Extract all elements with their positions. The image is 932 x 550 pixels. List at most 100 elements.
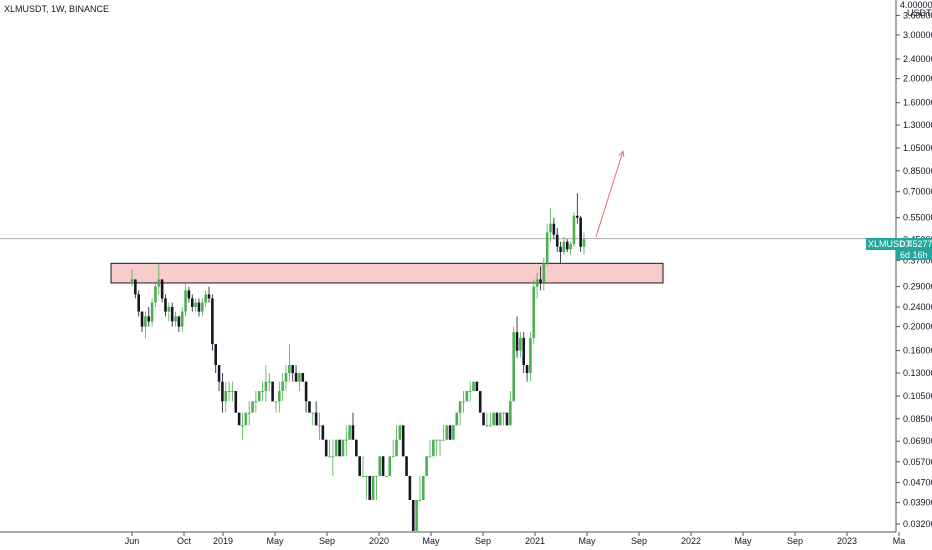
candle-body <box>180 311 184 327</box>
candle-body <box>472 381 475 392</box>
candle-body <box>234 391 238 413</box>
candle-body <box>579 217 582 247</box>
candle <box>244 412 248 426</box>
candle-body <box>174 316 177 322</box>
candle <box>498 412 502 426</box>
candle <box>140 311 144 333</box>
candle-body <box>204 294 207 303</box>
candle <box>167 302 171 322</box>
candle-body <box>559 246 562 252</box>
candle <box>535 272 539 299</box>
candle-body <box>288 365 291 374</box>
time-tick-label: Jun <box>125 536 140 546</box>
candle <box>522 332 526 374</box>
candle-body <box>532 286 536 338</box>
candle <box>328 439 331 458</box>
price-axis[interactable]: 3.60000 3.00000 2.40000 2.00000 1.60000 1.300… <box>896 10 932 529</box>
candle <box>251 401 254 413</box>
candle <box>324 439 328 457</box>
candle-body <box>381 456 385 476</box>
candle <box>241 412 244 440</box>
candle-body <box>478 391 482 413</box>
candle <box>515 316 519 358</box>
candle <box>194 298 197 312</box>
candle <box>311 412 315 426</box>
candle <box>411 499 415 531</box>
candle-body <box>432 439 435 457</box>
candle-body <box>398 425 402 440</box>
candle-body <box>492 412 495 426</box>
time-tick-label: Sep <box>319 536 335 546</box>
candle <box>174 311 177 327</box>
time-tick-label: Sep <box>475 536 491 546</box>
candle-body <box>144 316 147 327</box>
candle <box>455 412 459 426</box>
candle <box>197 298 201 317</box>
candle-body <box>371 475 375 500</box>
candle-body <box>284 373 288 382</box>
candle-body <box>391 456 395 458</box>
candle-body <box>321 425 325 440</box>
candle <box>378 456 382 476</box>
candle-body <box>221 381 224 402</box>
countdown-bg <box>896 250 932 260</box>
candle <box>361 456 365 477</box>
candle-body <box>130 279 134 283</box>
candle-body <box>535 279 539 287</box>
candle <box>348 425 351 440</box>
candle-body <box>545 232 549 264</box>
candle-body <box>425 456 428 476</box>
candle-body <box>328 456 331 458</box>
candle <box>150 298 154 327</box>
candle-body <box>247 412 251 414</box>
time-tick-label: 2019 <box>213 536 233 546</box>
candle-body <box>565 241 569 250</box>
candle-body <box>267 381 271 383</box>
time-tick-label: 2021 <box>525 536 545 546</box>
candle-body <box>241 425 244 427</box>
candle <box>284 365 288 392</box>
candle-body <box>361 475 365 477</box>
candle <box>187 286 191 303</box>
candle-body <box>308 401 311 413</box>
candle <box>274 401 278 413</box>
candle <box>321 425 325 440</box>
candle <box>549 208 552 242</box>
time-axis[interactable]: Jun Oct 2019 May Sep 2020 May Sep 2021 May Sep 2022… <box>125 532 906 546</box>
price-badge-symbol: XLMUSDT <box>868 239 912 249</box>
candle <box>331 439 335 476</box>
candle <box>525 365 529 382</box>
candle-body <box>140 311 144 327</box>
candle <box>452 425 455 440</box>
candle <box>381 456 385 476</box>
candle <box>334 439 338 457</box>
resistance-zone[interactable] <box>110 262 664 284</box>
candle <box>180 306 184 333</box>
candle <box>211 294 214 351</box>
candle <box>458 401 462 426</box>
time-tick-label: May <box>266 536 284 546</box>
candle <box>338 439 341 457</box>
candle-body <box>385 475 388 477</box>
candle <box>428 439 432 458</box>
candle <box>217 365 221 392</box>
candle-body <box>331 456 335 458</box>
candle <box>344 425 348 457</box>
candle-body <box>170 306 174 322</box>
candle-body <box>462 401 465 403</box>
candle-body <box>244 412 248 426</box>
price-badge: XLMUSDT 0.45277 6d 16h <box>866 238 932 260</box>
candle-body <box>164 298 167 312</box>
projection-arrow[interactable] <box>595 150 625 238</box>
candle-body <box>378 456 382 476</box>
candle <box>147 306 151 327</box>
candle-body <box>529 337 532 374</box>
candle-body <box>150 302 154 322</box>
candle <box>318 412 321 440</box>
